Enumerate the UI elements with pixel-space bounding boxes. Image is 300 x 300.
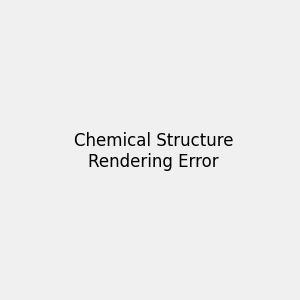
Text: Chemical Structure
Rendering Error: Chemical Structure Rendering Error [74, 132, 233, 171]
